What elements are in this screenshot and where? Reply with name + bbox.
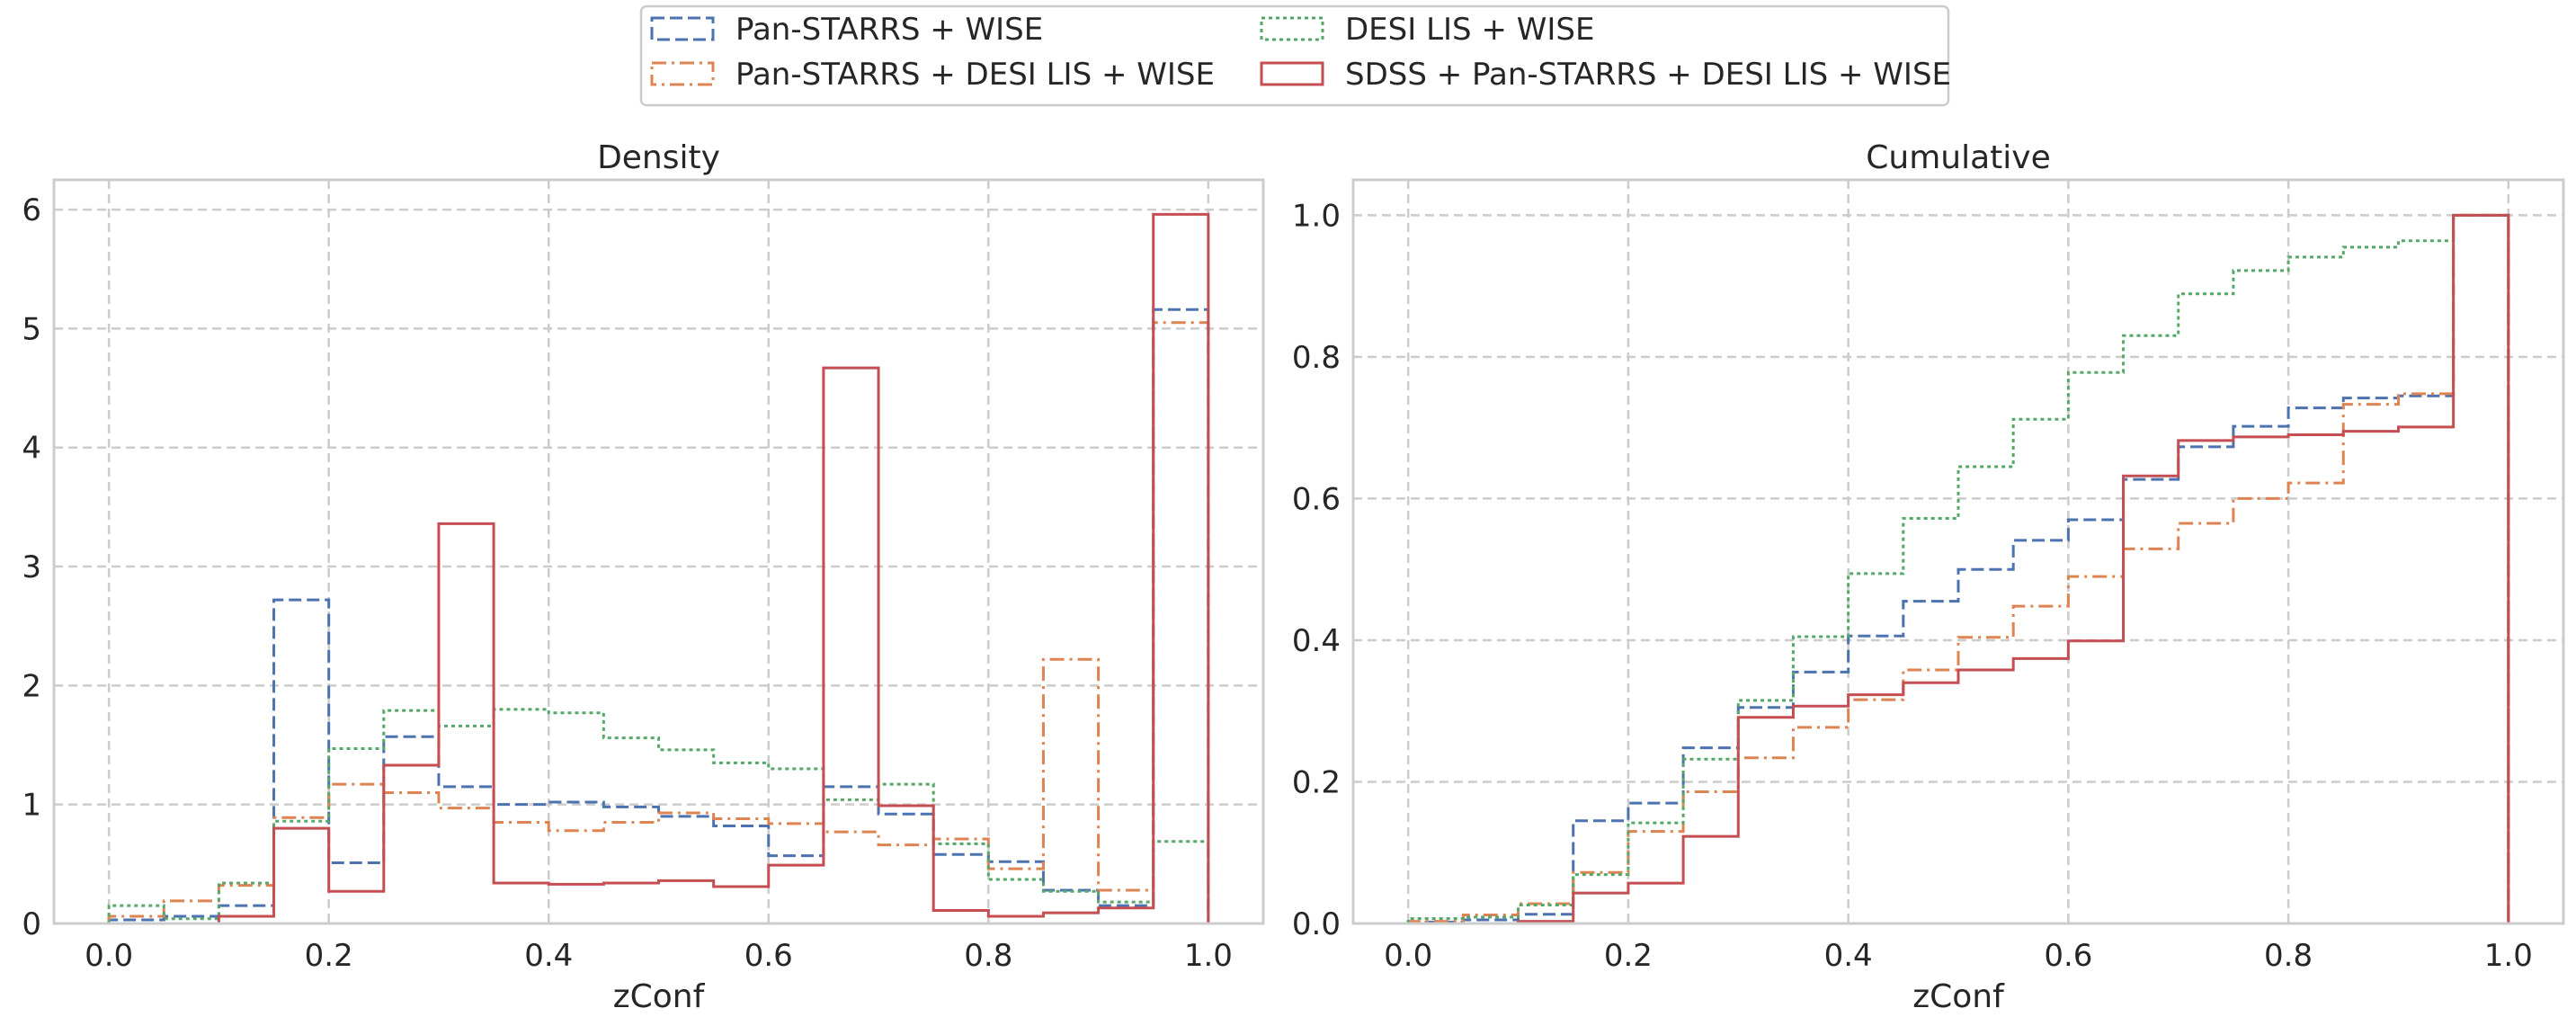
plot-frame: [1351, 178, 2565, 925]
x-tick-label: 0.2: [305, 938, 353, 974]
y-tick-label: 4: [22, 431, 41, 467]
legend-label: Pan-STARRS + DESI LIS + WISE: [735, 57, 1215, 93]
y-tick-label: 1.0: [1292, 198, 1341, 234]
y-tick-label: 0: [22, 906, 41, 942]
y-tick-label: 5: [22, 311, 41, 347]
x-tick-label: 1.0: [1184, 938, 1233, 974]
x-tick-label: 0.6: [2044, 938, 2092, 974]
density-panel: 0.0 0.2 0.4 0.6 0.8 1.0 0 1 2 3 4 5 6 Density zConf: [22, 139, 1265, 1015]
y-tick-label: 2: [22, 668, 41, 704]
x-tick-label: 0.6: [744, 938, 793, 974]
gridlines: [1353, 180, 2563, 925]
y-tick-label: 1: [22, 788, 41, 824]
legend: Pan-STARRS + WISE DESI LIS + WISE Pan-STAR…: [639, 4, 1951, 107]
x-tick-label: 0.4: [524, 938, 573, 974]
y-tick-label: 6: [22, 192, 41, 228]
y-tick-label: 0.2: [1292, 764, 1341, 800]
y-tick-label: 0.6: [1292, 481, 1341, 517]
x-tick-label: 0.2: [1604, 938, 1653, 974]
series-line-4: [1408, 213, 2510, 925]
x-axis-label: zConf: [1912, 978, 2005, 1015]
panel-title: Density: [597, 139, 720, 176]
legend-swatch: [1260, 61, 1324, 86]
y-tick-label: 0.4: [1292, 623, 1341, 659]
y-tick-label: 3: [22, 549, 41, 585]
cumulative-panel: 0.0 0.2 0.4 0.6 0.8 1.0 0.0 0.2 0.4 0.6 0.8 1.0 Cumu…: [1292, 139, 2565, 1015]
series-line-3: [1406, 213, 2510, 923]
x-tick-label: 0.0: [1384, 938, 1432, 974]
x-axis-label: zConf: [613, 978, 706, 1015]
series-line-2: [1406, 213, 2510, 923]
plot-frame: [52, 178, 1265, 925]
legend-swatch: [1260, 16, 1324, 41]
series-line-4: [109, 212, 1210, 925]
legend-swatch: [650, 16, 715, 41]
series-line-1: [1406, 213, 2510, 923]
legend-frame: [639, 4, 1950, 107]
y-tick-label: 0.8: [1292, 340, 1341, 376]
legend-label: SDSS + Pan-STARRS + DESI LIS + WISE: [1345, 57, 1951, 93]
x-tick-label: 0.0: [85, 938, 133, 974]
x-tick-label: 0.8: [964, 938, 1012, 974]
legend-swatch: [650, 61, 715, 86]
x-tick-label: 1.0: [2484, 938, 2533, 974]
legend-label: DESI LIS + WISE: [1345, 12, 1594, 48]
legend-label: Pan-STARRS + WISE: [735, 12, 1043, 48]
panel-title: Cumulative: [1866, 139, 2050, 176]
y-tick-label: 0.0: [1292, 906, 1341, 942]
x-tick-label: 0.4: [1824, 938, 1873, 974]
x-tick-label: 0.8: [2264, 938, 2313, 974]
